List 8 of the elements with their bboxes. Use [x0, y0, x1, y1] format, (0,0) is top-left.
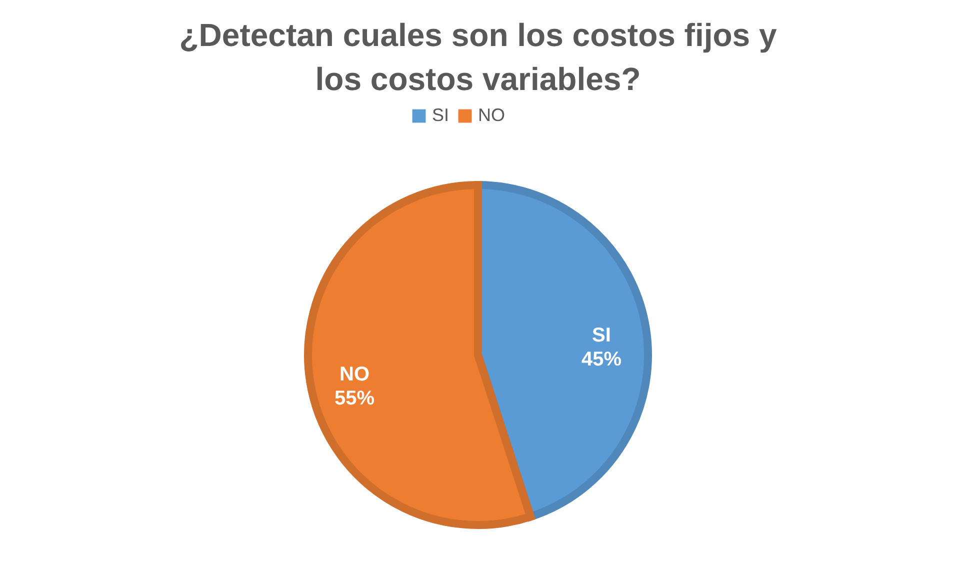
legend-label: NO — [478, 105, 505, 125]
chart-title: ¿Detectan cuales son los costos fijos y los costos variables? — [179, 17, 777, 97]
data-label: 45% — [581, 348, 622, 370]
legend-label: SI — [432, 105, 450, 125]
slice-label: NO — [340, 364, 370, 386]
data-label: 55% — [334, 388, 375, 410]
slice-label: SI — [592, 324, 611, 346]
pie-slice — [304, 181, 535, 529]
